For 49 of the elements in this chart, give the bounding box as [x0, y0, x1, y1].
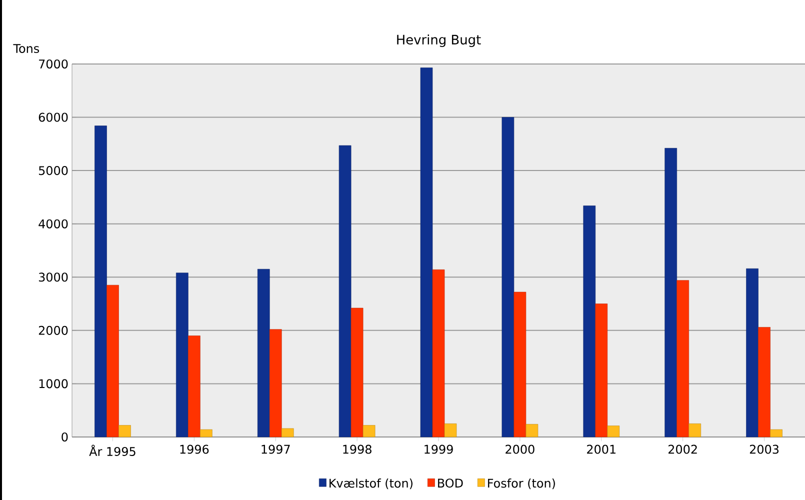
x-tick-label: År 1995 — [89, 444, 136, 456]
x-tick-label: 1997 — [262, 444, 290, 454]
chart-title: Hevring Bugt — [397, 34, 481, 48]
legend-label: Kvælstof (ton) — [330, 478, 412, 490]
bar — [188, 336, 200, 438]
bar — [281, 428, 294, 438]
y-tick-label: 3000 — [38, 272, 68, 282]
bar — [607, 426, 620, 438]
bar — [432, 270, 445, 438]
x-tick-label: 2000 — [506, 444, 534, 454]
x-tick-label: 1996 — [180, 444, 209, 454]
bar — [676, 280, 689, 438]
bar — [420, 68, 433, 438]
bar — [688, 424, 701, 438]
bar — [338, 145, 352, 438]
bar — [502, 117, 514, 438]
bar — [257, 268, 270, 438]
y-axis-title: Tons — [13, 44, 40, 54]
bar — [770, 429, 782, 438]
bar — [94, 126, 107, 438]
bar — [583, 206, 596, 438]
bar — [526, 424, 538, 438]
bar — [664, 148, 677, 438]
bar — [362, 425, 376, 438]
bar — [106, 284, 119, 438]
x-tick-label: 1998 — [343, 444, 372, 454]
bar — [746, 268, 758, 438]
y-tick-label: 1000 — [39, 379, 68, 388]
y-tick-label: 2000 — [38, 326, 68, 335]
bar — [514, 292, 526, 438]
x-tick-label: 2002 — [668, 444, 697, 454]
x-tick-label: 2001 — [587, 444, 616, 454]
bar — [118, 425, 131, 438]
bar — [758, 327, 770, 438]
y-tick-label: 6000 — [38, 112, 68, 122]
bar — [269, 329, 282, 438]
legend-label: BOD — [438, 478, 463, 488]
x-tick-label: 2003 — [750, 444, 779, 454]
bar — [200, 429, 212, 438]
bar — [350, 308, 364, 438]
bar — [444, 424, 457, 438]
y-tick-label: 5000 — [38, 166, 68, 176]
x-tick-label: 1999 — [424, 444, 453, 454]
legend-label: Fosfor (ton) — [488, 478, 555, 490]
y-tick-label: 4000 — [38, 219, 68, 228]
bar — [176, 272, 188, 438]
y-tick-label: 0 — [62, 432, 68, 442]
y-tick-label: 7000 — [39, 59, 68, 69]
bar — [595, 304, 608, 438]
